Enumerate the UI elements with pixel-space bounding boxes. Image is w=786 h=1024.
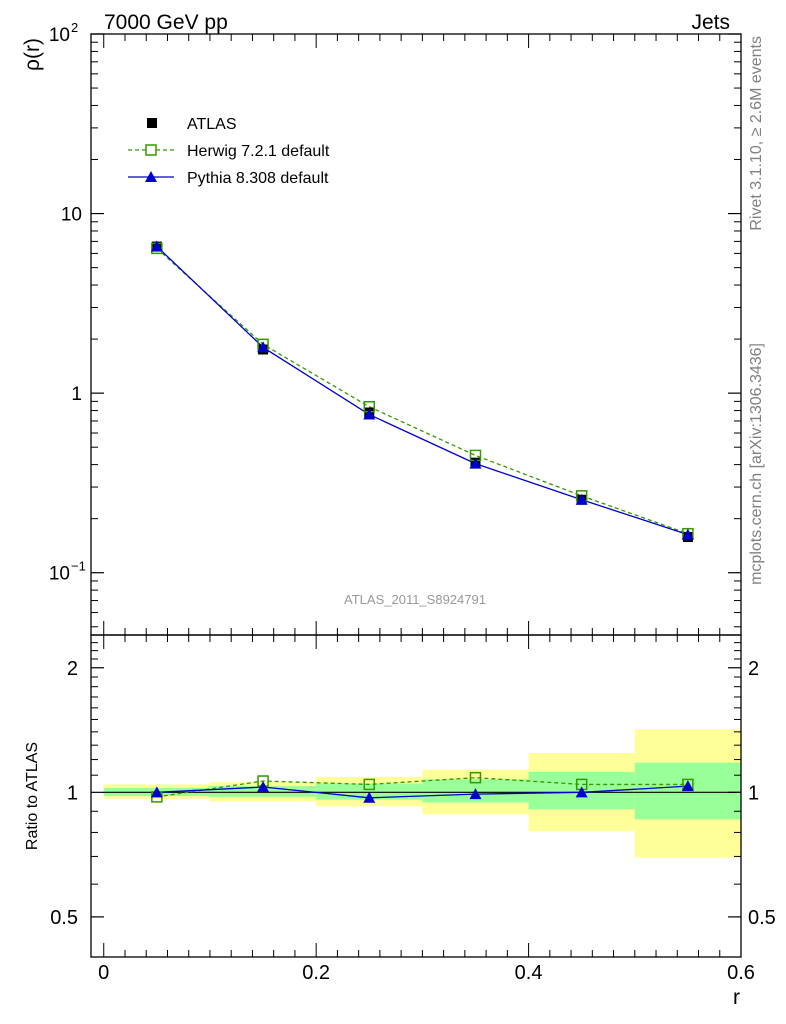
ratio-y-tick-label: 0.5: [50, 907, 78, 929]
pythia-ratio-line: [156, 785, 688, 799]
legend: ATLAS Herwig 7.2.1 default Pythia 8.308 …: [128, 116, 330, 187]
rivet-version-text: Rivet 3.1.10, ≥ 2.6M events: [748, 36, 765, 231]
main-y-tick-label: 10: [49, 564, 70, 585]
pythia-point: [681, 528, 694, 540]
x-tick-label: 0.4: [515, 962, 543, 984]
legend-pythia-marker: [145, 171, 157, 182]
main-y-label: ρ(r): [21, 38, 44, 71]
pythia-point: [363, 408, 376, 420]
ratio-y-axis: 0.5 0.5 1 1 2 2: [50, 642, 776, 958]
main-plot-area: [150, 240, 694, 543]
pythia-ratio-point: [363, 791, 376, 803]
header-right: Jets: [691, 11, 730, 34]
legend-item-herwig: Herwig 7.2.1 default: [128, 143, 330, 160]
main-y-tick-label: 10: [49, 25, 70, 46]
main-y-tick-label: 1: [71, 384, 82, 405]
legend-herwig-marker: [145, 144, 157, 156]
source-text: mcplots.cern.ch [arXiv:1306.3436]: [748, 343, 765, 585]
pythia-ratio-point: [681, 780, 694, 792]
ratio-y-tick-label-right: 1: [748, 782, 759, 804]
pythia-ratio-point: [257, 781, 270, 793]
legend-item-atlas: ATLAS: [147, 116, 237, 133]
pythia-line: [156, 245, 689, 536]
legend-atlas-marker: [147, 118, 157, 128]
ratio-y-label: Ratio to ATLAS: [24, 742, 41, 850]
herwig-line: [156, 247, 689, 535]
legend-item-pythia: Pythia 8.308 default: [128, 170, 329, 187]
herwig-ratio-point: [469, 771, 482, 784]
herwig-ratio-point: [363, 778, 376, 791]
x-tick-label: 0.2: [302, 962, 330, 984]
ratio-y-tick-label: 1: [67, 782, 78, 804]
pythia-ratio-point: [575, 786, 588, 798]
x-axis-label: r: [733, 986, 740, 1009]
pythia-ratio-point: [469, 788, 482, 800]
pythia-point: [575, 493, 588, 505]
analysis-label: ATLAS_2011_S8924791: [344, 592, 486, 607]
main-y-tick-exponent: 2: [71, 20, 78, 35]
header-left: 7000 GeV pp: [104, 11, 228, 34]
ratio-y-tick-label-right: 0.5: [748, 907, 776, 929]
x-axis: 0 0.2 0.4 0.6: [98, 635, 755, 984]
herwig-ratio-line: [156, 777, 688, 798]
main-y-tick-label: 10: [61, 205, 82, 226]
ratio-y-tick-label: 2: [67, 658, 78, 680]
ratio-plot-area: [150, 771, 694, 803]
x-tick-label: 0.6: [727, 962, 755, 984]
pythia-point: [469, 457, 482, 469]
legend-herwig-label: Herwig 7.2.1 default: [187, 143, 330, 160]
legend-atlas-label: ATLAS: [187, 116, 237, 133]
pythia-point: [150, 240, 163, 252]
ratio-y-tick-label-right: 2: [748, 658, 759, 680]
ratio-frame: [90, 634, 742, 958]
legend-pythia-label: Pythia 8.308 default: [187, 170, 329, 187]
ratio-bands: [103, 729, 741, 858]
pythia-ratio-point: [150, 786, 163, 798]
ratio-panel: 0.5 0.5 1 1 2 2 0 0.2 0.4 0.6 Ratio to ATLAS r: [24, 634, 776, 1009]
main-y-tick-exponent: −1: [71, 559, 86, 574]
pythia-point: [257, 341, 270, 353]
x-tick-label: 0: [98, 962, 109, 984]
main-x-ticks: [103, 34, 742, 635]
